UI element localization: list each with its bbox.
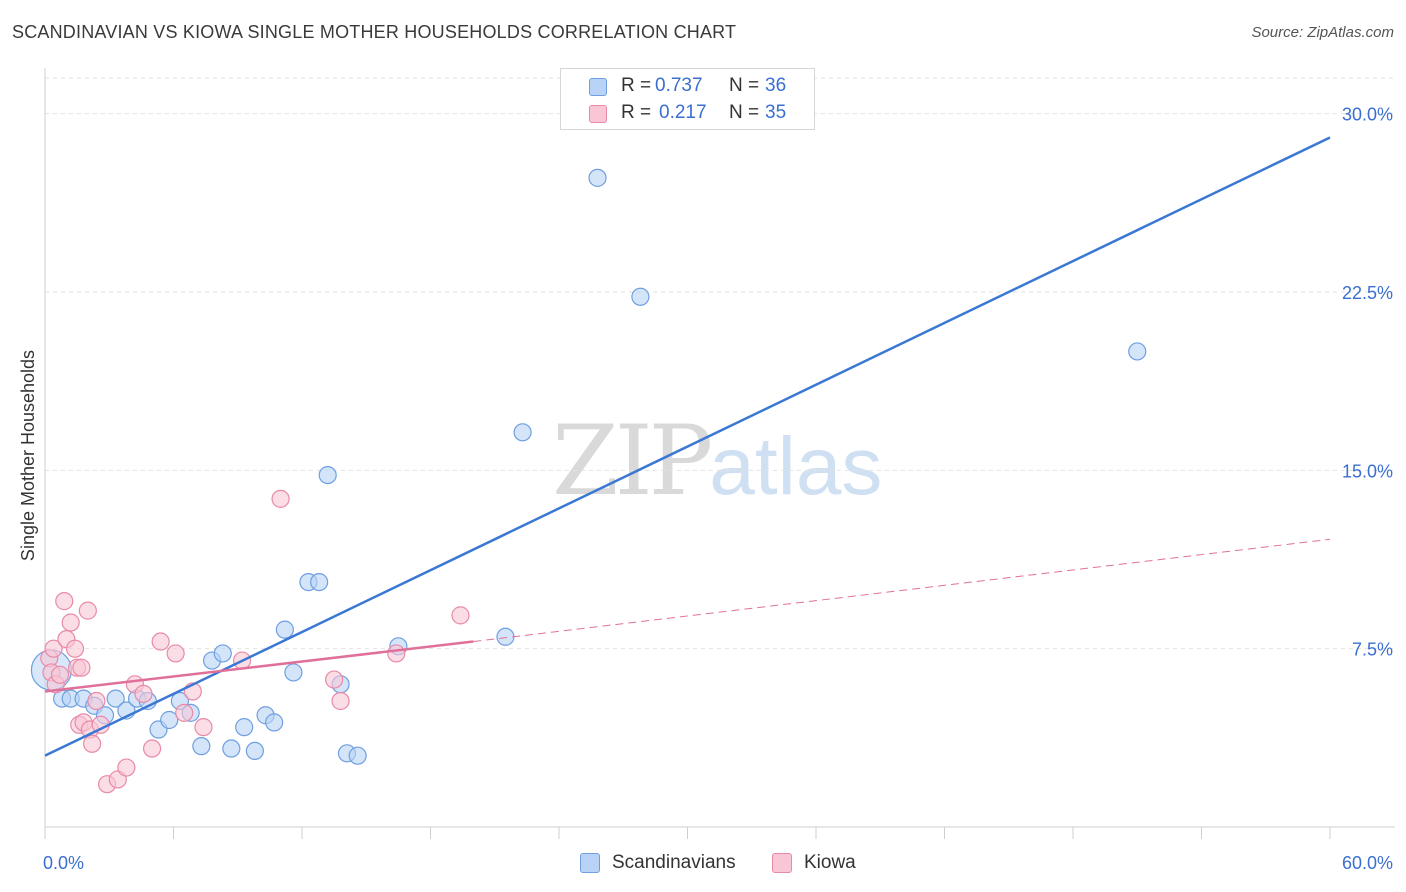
legend-r-label: R = (621, 102, 652, 123)
scandinavians-point (222, 739, 241, 758)
scandinavians-trend-line (44, 136, 1331, 757)
kiowa-trend-line-extension (473, 538, 1331, 643)
bottom-legend-swatch-scandinavians (580, 853, 600, 873)
scandinavians-point (192, 737, 211, 756)
kiowa-point (134, 684, 153, 703)
kiowa-point (44, 639, 63, 658)
y-tick-label: 15.0% (1342, 461, 1393, 481)
bottom-legend-label: Scandinavians (612, 852, 736, 873)
legend-r-label: R = (621, 75, 652, 96)
kiowa-point (72, 658, 91, 677)
kiowa-point (87, 691, 106, 711)
kiowa-point (166, 644, 185, 663)
x-tick-label: 0.0% (43, 853, 84, 873)
legend-n-value: 36 (765, 75, 787, 96)
watermark-atlas: atlas (709, 421, 883, 512)
kiowa-point (117, 758, 136, 777)
scandinavians-point (245, 741, 264, 761)
kiowa-point (325, 670, 344, 689)
kiowa-point (142, 739, 162, 758)
kiowa-point (194, 718, 213, 737)
scandinavians-point (275, 620, 294, 639)
kiowa-point (175, 703, 194, 722)
scandinavians-point (496, 627, 515, 646)
kiowa-point (83, 734, 102, 753)
scandinavians-point (213, 644, 232, 663)
kiowa-point (451, 606, 470, 625)
kiowa-point (55, 592, 74, 611)
y-tick-label: 22.5% (1342, 283, 1393, 303)
source-label: Source: ZipAtlas.com (1251, 24, 1394, 41)
legend-stats: R = 0.737 N = 36 R = 0.217 N = 35 (560, 68, 815, 130)
x-tick-label: 60.0% (1342, 853, 1393, 873)
bottom-legend-swatch-kiowa (772, 853, 792, 873)
kiowa-point (271, 489, 290, 508)
y-tick-label: 30.0% (1342, 105, 1393, 125)
legend-r-value: 0.217 (659, 102, 707, 123)
scandinavians-point (348, 746, 367, 765)
scandinavians-point (631, 287, 650, 306)
scandinavians-point (318, 465, 337, 485)
kiowa-trend-line (44, 640, 474, 693)
kiowa-point (387, 644, 406, 663)
kiowa-point (50, 665, 70, 684)
scandinavians-point (160, 710, 179, 730)
legend-n-value: 35 (765, 102, 787, 123)
kiowa-point (61, 613, 80, 632)
scandinavians-point (1128, 342, 1147, 361)
chart-title: SCANDINAVIAN VS KIOWA SINGLE MOTHER HOUS… (12, 22, 737, 42)
legend-swatch-kiowa (589, 105, 607, 123)
scandinavians-point (106, 689, 125, 708)
y-tick-label: 7.5% (1352, 640, 1393, 660)
legend-n-label: N = (729, 75, 760, 96)
legend-n-label: N = (729, 102, 760, 123)
scandinavians-point (265, 713, 284, 732)
scandinavians-point (284, 663, 303, 682)
bottom-legend-label: Kiowa (804, 852, 856, 873)
legend-swatch-scandinavians (589, 78, 607, 96)
scandinavians-point (310, 572, 329, 592)
scandinavians-point (513, 423, 532, 442)
y-axis-label: Single Mother Households (18, 350, 38, 561)
kiowa-point (151, 632, 170, 651)
legend-r-value: 0.737 (655, 75, 703, 96)
scandinavians-point (235, 718, 254, 737)
kiowa-point (331, 691, 350, 711)
kiowa-point (65, 639, 85, 658)
kiowa-point (78, 601, 97, 620)
scandinavians-point (588, 168, 607, 187)
